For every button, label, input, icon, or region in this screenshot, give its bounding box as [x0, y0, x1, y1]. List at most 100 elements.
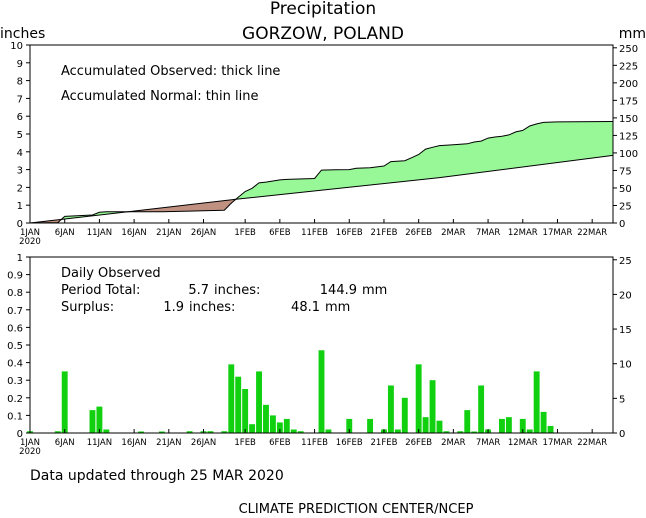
surplus-area: [245, 191, 248, 199]
surplus-area: [357, 168, 361, 187]
surplus-area: [383, 165, 387, 184]
surplus-area: [439, 145, 442, 178]
deficit-area: [200, 203, 203, 211]
x-tick-label: 6FEB: [269, 438, 291, 448]
surplus-area: [595, 121, 598, 158]
surplus-area: [545, 122, 548, 164]
x-tick-label: 21FEB: [371, 228, 398, 238]
surplus-area: [300, 178, 303, 193]
surplus-area: [390, 161, 394, 183]
y-tick-label: 0.3: [7, 376, 23, 387]
x-tick-label: 21JAN: [156, 438, 181, 448]
daily-bar: [526, 429, 533, 433]
y2-tick-label: 225: [619, 61, 638, 72]
surplus-area: [559, 121, 562, 163]
deficit-area: [215, 201, 218, 211]
surplus-area: [69, 216, 73, 219]
surplus-area: [566, 121, 569, 162]
surplus-area: [495, 136, 498, 171]
surplus-area: [588, 121, 591, 159]
y-tick-label: 0.1: [7, 411, 23, 422]
deficit-area: [174, 206, 177, 212]
deficit-area: [135, 210, 138, 212]
deficit-area: [170, 206, 173, 212]
deficit-area: [158, 208, 161, 212]
surplus-area: [536, 123, 539, 166]
x-tick-label: 1FEB: [234, 438, 256, 448]
surplus-area: [409, 158, 413, 181]
deficit-area: [193, 204, 196, 211]
daily-bar: [138, 431, 144, 433]
x-tick-label: 11JAN: [87, 228, 112, 238]
surplus-area: [83, 215, 86, 217]
surplus-area: [508, 134, 512, 169]
surplus-area: [521, 130, 524, 168]
annotation-daily: Daily Observed: [61, 266, 161, 281]
y2-tick-label: 200: [619, 79, 638, 90]
x-tick-label: 26FEB: [405, 228, 432, 238]
x-tick-label: 11JAN: [87, 438, 112, 448]
deficit-area: [144, 209, 147, 212]
x-tick-label: 1FEB: [234, 228, 256, 238]
y-tick-label: 8: [17, 77, 23, 88]
x-tick-label: 6JAN: [55, 228, 75, 238]
deficit-area: [172, 206, 175, 212]
surplus-area: [583, 121, 586, 160]
surplus-area: [585, 121, 588, 159]
surplus-area: [413, 156, 416, 181]
surplus-area: [503, 135, 506, 170]
surplus-inches-unit: inches:: [189, 300, 235, 315]
surplus-area: [323, 170, 326, 190]
surplus-area: [477, 141, 480, 173]
y-tick-label: 5: [17, 130, 23, 141]
deficit-area: [217, 201, 220, 211]
daily-bar: [318, 350, 325, 433]
surplus-area: [593, 121, 597, 158]
deficit-area: [43, 221, 47, 223]
surplus-area: [253, 186, 256, 198]
surplus-mm-unit: mm: [325, 300, 350, 315]
surplus-area: [318, 173, 321, 191]
deficit-area: [208, 202, 211, 211]
surplus-area: [571, 121, 574, 161]
surplus-area: [569, 121, 572, 161]
deficit-area: [49, 220, 52, 223]
x-tick-label: 26FEB: [405, 438, 432, 448]
deficit-area: [189, 204, 192, 212]
surplus-area: [562, 121, 565, 162]
surplus-area: [85, 215, 88, 217]
deficit-area: [153, 208, 156, 212]
surplus-area: [564, 121, 567, 162]
surplus-area: [475, 141, 479, 173]
surplus-area: [453, 144, 456, 176]
surplus-area: [257, 183, 260, 197]
surplus-area: [324, 170, 328, 190]
surplus-area: [248, 189, 251, 198]
x-tick-label: 1JAN: [20, 228, 40, 238]
surplus-area: [387, 163, 390, 184]
daily-bar: [249, 424, 256, 433]
daily-bar: [436, 420, 443, 433]
deficit-area: [226, 200, 229, 208]
surplus-area: [429, 148, 432, 179]
surplus-area: [316, 175, 319, 191]
surplus-area: [422, 151, 425, 180]
surplus-area: [467, 143, 470, 174]
deficit-area: [201, 203, 204, 211]
daily-bar: [519, 418, 526, 433]
x-tick-year-label: 2020: [19, 447, 41, 457]
deficit-area: [203, 202, 206, 211]
surplus-area: [482, 139, 486, 172]
surplus-area: [109, 211, 112, 214]
deficit-area: [149, 209, 152, 212]
x-tick-label: 11FEB: [301, 438, 328, 448]
daily-bar: [387, 385, 394, 433]
deficit-area: [198, 203, 201, 211]
surplus-area: [432, 147, 435, 179]
deficit-area: [212, 201, 215, 211]
surplus-area: [527, 126, 531, 167]
y2-tick-label: 150: [619, 114, 638, 125]
surplus-area: [597, 121, 600, 158]
surplus-area: [363, 167, 366, 186]
